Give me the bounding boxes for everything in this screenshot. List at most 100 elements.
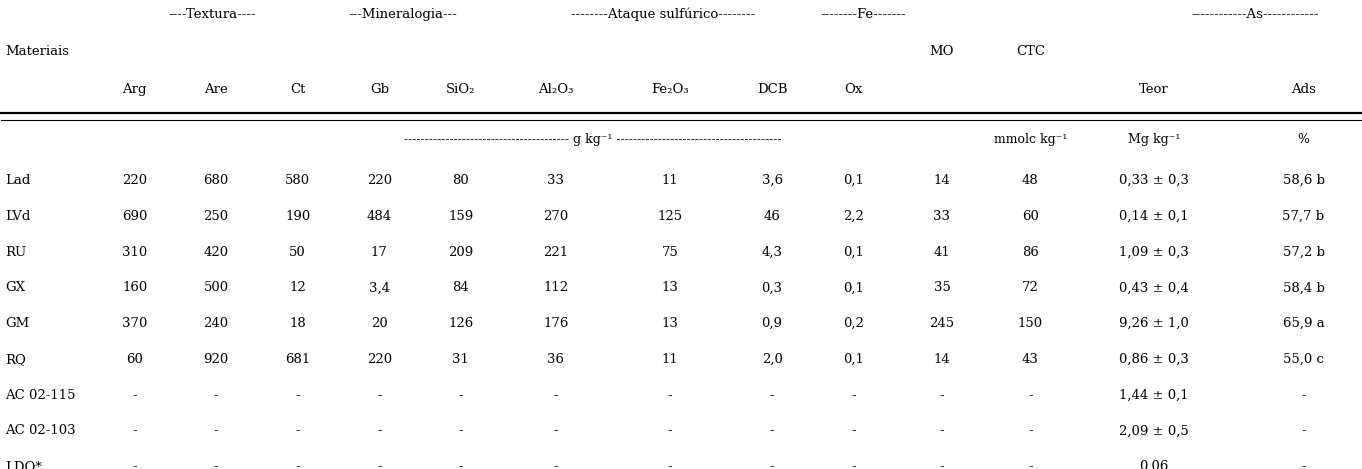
Text: Ads: Ads bbox=[1291, 83, 1316, 96]
Text: 220: 220 bbox=[366, 174, 392, 187]
Text: 245: 245 bbox=[929, 317, 955, 330]
Text: RU: RU bbox=[5, 246, 27, 258]
Text: 190: 190 bbox=[285, 210, 311, 223]
Text: ---Mineralogia---: ---Mineralogia--- bbox=[347, 8, 456, 21]
Text: -: - bbox=[132, 389, 138, 401]
Text: -: - bbox=[1301, 460, 1306, 469]
Text: 920: 920 bbox=[203, 353, 229, 366]
Text: -: - bbox=[1301, 424, 1306, 438]
Text: -: - bbox=[377, 389, 381, 401]
Text: CTC: CTC bbox=[1016, 45, 1045, 58]
Text: 126: 126 bbox=[448, 317, 474, 330]
Text: -: - bbox=[770, 460, 775, 469]
Text: Ox: Ox bbox=[844, 83, 862, 96]
Text: -: - bbox=[940, 460, 944, 469]
Text: 3,4: 3,4 bbox=[369, 281, 390, 295]
Text: 3,6: 3,6 bbox=[761, 174, 783, 187]
Text: 14: 14 bbox=[933, 353, 951, 366]
Text: 60: 60 bbox=[127, 353, 143, 366]
Text: 125: 125 bbox=[658, 210, 682, 223]
Text: DCB: DCB bbox=[757, 83, 787, 96]
Text: GM: GM bbox=[5, 317, 30, 330]
Text: Lad: Lad bbox=[5, 174, 31, 187]
Text: Materiais: Materiais bbox=[5, 45, 69, 58]
Text: 240: 240 bbox=[203, 317, 229, 330]
Text: -: - bbox=[940, 424, 944, 438]
Text: -: - bbox=[667, 389, 673, 401]
Text: MO: MO bbox=[930, 45, 955, 58]
Text: 484: 484 bbox=[366, 210, 392, 223]
Text: %: % bbox=[1298, 133, 1309, 146]
Text: -: - bbox=[1028, 460, 1032, 469]
Text: 80: 80 bbox=[452, 174, 469, 187]
Text: 0,06: 0,06 bbox=[1140, 460, 1169, 469]
Text: -: - bbox=[459, 389, 463, 401]
Text: 46: 46 bbox=[764, 210, 780, 223]
Text: -: - bbox=[553, 389, 558, 401]
Text: -: - bbox=[214, 389, 218, 401]
Text: 31: 31 bbox=[452, 353, 470, 366]
Text: Fe₂O₃: Fe₂O₃ bbox=[651, 83, 689, 96]
Text: 159: 159 bbox=[448, 210, 474, 223]
Text: 75: 75 bbox=[662, 246, 678, 258]
Text: 150: 150 bbox=[1017, 317, 1043, 330]
Text: Mg kg⁻¹: Mg kg⁻¹ bbox=[1128, 133, 1181, 146]
Text: -: - bbox=[667, 460, 673, 469]
Text: 2,0: 2,0 bbox=[761, 353, 783, 366]
Text: -: - bbox=[459, 424, 463, 438]
Text: -: - bbox=[667, 424, 673, 438]
Text: -: - bbox=[1028, 424, 1032, 438]
Text: Teor: Teor bbox=[1139, 83, 1169, 96]
Text: 17: 17 bbox=[370, 246, 388, 258]
Text: 36: 36 bbox=[548, 353, 564, 366]
Text: 220: 220 bbox=[366, 353, 392, 366]
Text: 1,44 ± 0,1: 1,44 ± 0,1 bbox=[1120, 389, 1189, 401]
Text: 14: 14 bbox=[933, 174, 951, 187]
Text: 58,6 b: 58,6 b bbox=[1283, 174, 1324, 187]
Text: GX: GX bbox=[5, 281, 26, 295]
Text: -: - bbox=[377, 460, 381, 469]
Text: 580: 580 bbox=[285, 174, 311, 187]
Text: -: - bbox=[459, 460, 463, 469]
Text: 86: 86 bbox=[1022, 246, 1039, 258]
Text: 57,7 b: 57,7 b bbox=[1283, 210, 1325, 223]
Text: 50: 50 bbox=[289, 246, 306, 258]
Text: 20: 20 bbox=[370, 317, 388, 330]
Text: SiO₂: SiO₂ bbox=[447, 83, 475, 96]
Text: -: - bbox=[214, 424, 218, 438]
Text: AC 02-103: AC 02-103 bbox=[5, 424, 76, 438]
Text: mmolᴄ kg⁻¹: mmolᴄ kg⁻¹ bbox=[994, 133, 1066, 146]
Text: -: - bbox=[1028, 389, 1032, 401]
Text: Gb: Gb bbox=[369, 83, 388, 96]
Text: 0,1: 0,1 bbox=[843, 281, 864, 295]
Text: 0,1: 0,1 bbox=[843, 174, 864, 187]
Text: -: - bbox=[851, 424, 855, 438]
Text: 43: 43 bbox=[1022, 353, 1039, 366]
Text: AC 02-115: AC 02-115 bbox=[5, 389, 76, 401]
Text: 84: 84 bbox=[452, 281, 469, 295]
Text: --------Ataque sulfúrico--------: --------Ataque sulfúrico-------- bbox=[571, 8, 756, 21]
Text: Al₂O₃: Al₂O₃ bbox=[538, 83, 573, 96]
Text: 72: 72 bbox=[1022, 281, 1039, 295]
Text: -: - bbox=[940, 389, 944, 401]
Text: -: - bbox=[1301, 389, 1306, 401]
Text: 270: 270 bbox=[543, 210, 568, 223]
Text: -: - bbox=[553, 424, 558, 438]
Text: 2,09 ± 0,5: 2,09 ± 0,5 bbox=[1120, 424, 1189, 438]
Text: 65,9 a: 65,9 a bbox=[1283, 317, 1324, 330]
Text: 11: 11 bbox=[662, 353, 678, 366]
Text: 13: 13 bbox=[662, 281, 678, 295]
Text: 680: 680 bbox=[203, 174, 229, 187]
Text: LDQ*: LDQ* bbox=[5, 460, 42, 469]
Text: -: - bbox=[851, 460, 855, 469]
Text: 500: 500 bbox=[203, 281, 229, 295]
Text: 681: 681 bbox=[285, 353, 311, 366]
Text: 160: 160 bbox=[123, 281, 147, 295]
Text: 1,09 ± 0,3: 1,09 ± 0,3 bbox=[1120, 246, 1189, 258]
Text: -: - bbox=[132, 460, 138, 469]
Text: 112: 112 bbox=[543, 281, 568, 295]
Text: 9,26 ± 1,0: 9,26 ± 1,0 bbox=[1120, 317, 1189, 330]
Text: 33: 33 bbox=[933, 210, 951, 223]
Text: -: - bbox=[851, 389, 855, 401]
Text: 0,1: 0,1 bbox=[843, 246, 864, 258]
